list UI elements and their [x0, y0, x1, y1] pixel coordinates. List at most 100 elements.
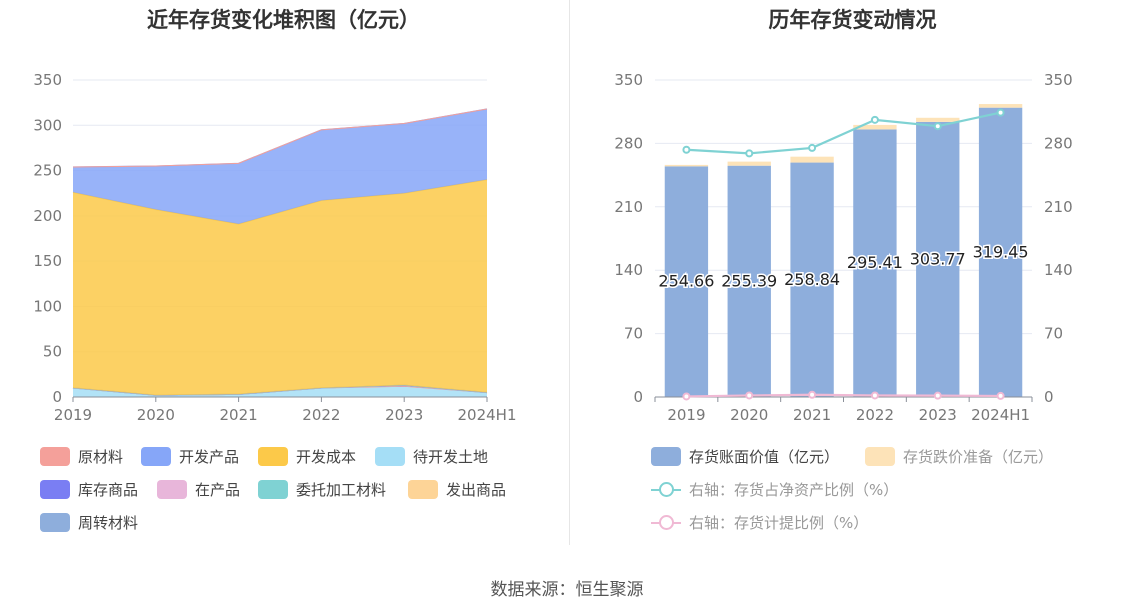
line-point [745, 149, 754, 158]
bar-data-label: 255.39 [721, 271, 777, 290]
legend-swatch [651, 447, 681, 466]
legend-label: 存货跌价准备（亿元） [903, 448, 1054, 466]
left-y-tick-label: 350 [614, 71, 643, 89]
y-tick-label: 0 [52, 388, 62, 406]
line-point [996, 108, 1005, 117]
legend-label: 右轴：存货占净资产比例（%） [689, 481, 899, 499]
bar-book-value [664, 166, 709, 397]
left-y-tick-label: 0 [633, 388, 643, 406]
bar-book-value [916, 121, 960, 398]
right-y-tick-label: 350 [1044, 71, 1073, 89]
legend-item[interactable]: 右轴：存货占净资产比例（%） [651, 479, 898, 500]
bar-impairment [664, 164, 709, 167]
inventory-bar-line-chart: 0 0 70 70 140 140 210 210 280 280 350 350 2019 2020 20… [614, 71, 1073, 424]
x-tick-label: 2024H1 [971, 406, 1030, 424]
legend-item[interactable]: 库存商品 [40, 479, 138, 500]
legend-label: 库存商品 [78, 481, 139, 499]
area-开发成本 [73, 179, 487, 396]
legend-swatch [865, 447, 895, 466]
legend-label: 存货账面价值（亿元） [689, 448, 840, 466]
x-tick-label: 2022 [856, 406, 894, 424]
x-tick-label: 2019 [667, 406, 705, 424]
bar-impairment [727, 161, 771, 166]
bar-data-label: 254.66 [658, 272, 714, 291]
bar-data-label: 258.84 [784, 270, 840, 289]
legend-item[interactable]: 原材料 [40, 446, 123, 467]
legend-item[interactable]: 右轴：存货计提比例（%） [651, 512, 868, 533]
legend-item[interactable]: 开发产品 [141, 446, 239, 467]
x-tick-label: 2023 [919, 406, 957, 424]
area-开发产品 [73, 108, 487, 225]
bar-impairment [790, 156, 834, 163]
legend-label: 原材料 [78, 448, 124, 466]
legend-label: 发出商品 [446, 481, 507, 499]
y-tick-label: 250 [33, 162, 62, 180]
left-chart-title: 近年存货变化堆积图（亿元） [147, 8, 420, 32]
legend-swatch [141, 447, 171, 466]
legend-swatch [408, 480, 438, 499]
right-chart-title: 历年存货变动情况 [768, 8, 937, 32]
left-chart-panel: 近年存货变化堆积图（亿元） 0 50 100 150 200 250 300 350 2019 2… [0, 0, 567, 545]
legend-item[interactable]: 周转材料 [40, 512, 138, 533]
bar-data-label: 295.41 [847, 253, 903, 272]
legend-item[interactable]: 在产品 [157, 479, 240, 500]
legend-swatch [40, 513, 70, 532]
x-tick-label: 2023 [385, 406, 423, 424]
legend-swatch [375, 447, 405, 466]
legend-item[interactable]: 存货跌价准备（亿元） [865, 446, 1053, 467]
y-tick-label: 100 [33, 297, 62, 315]
bar-data-label: 319.45 [973, 242, 1029, 261]
right-y-tick-label: 210 [1044, 198, 1073, 216]
line-point [933, 391, 942, 400]
left-y-tick-label: 140 [614, 261, 643, 279]
legend-item[interactable]: 存货账面价值（亿元） [651, 446, 839, 467]
stacked-area-chart: 0 50 100 150 200 250 300 350 2019 2020 2021 2022 202… [33, 71, 517, 424]
line-point [808, 143, 817, 152]
bar-book-value [853, 129, 897, 398]
legend-swatch [651, 480, 681, 499]
bar-book-value [727, 165, 771, 397]
y-tick-label: 350 [33, 71, 62, 89]
left-y-tick-label: 210 [614, 198, 643, 216]
line-point [808, 390, 817, 399]
x-tick-label: 2021 [793, 406, 831, 424]
line-右轴：存货计提比例（%） [686, 393, 1001, 398]
right-y-tick-label: 280 [1044, 134, 1073, 152]
legend-swatch [40, 480, 70, 499]
y-tick-label: 50 [43, 343, 62, 361]
y-tick-label: 200 [33, 207, 62, 225]
line-point [996, 391, 1005, 400]
legend-label: 待开发土地 [413, 448, 489, 466]
bar-impairment [978, 104, 1023, 108]
line-point [682, 145, 691, 154]
bar-impairment [853, 124, 897, 130]
panel-divider [569, 0, 570, 545]
bar-impairment [916, 117, 960, 122]
legend-item[interactable]: 委托加工材料 [258, 479, 386, 500]
legend-label: 开发产品 [179, 448, 240, 466]
legend-label: 右轴：存货计提比例（%） [689, 514, 869, 532]
right-chart-panel: 历年存货变动情况 0 0 70 70 140 140 210 210 280 280 350 350 2… [571, 0, 1134, 545]
x-tick-label: 2024H1 [458, 406, 517, 424]
left-chart-legend: 原材料 开发产品 开发成本 待开发土地库存商品 在产品 委托加工材料 发出商品周转材料 [40, 446, 560, 536]
legend-swatch [651, 513, 681, 532]
y-tick-label: 300 [33, 116, 62, 134]
line-point [933, 122, 942, 131]
area-edge-周转材料 [72, 384, 488, 396]
right-y-tick-label: 0 [1044, 388, 1054, 406]
stack-top-line [72, 108, 488, 168]
legend-swatch [40, 447, 70, 466]
line-point [870, 391, 879, 400]
line-point [870, 115, 879, 124]
x-tick-label: 2020 [137, 406, 175, 424]
y-tick-label: 150 [33, 252, 62, 270]
x-tick-label: 2019 [54, 406, 92, 424]
x-tick-label: 2020 [730, 406, 768, 424]
legend-item[interactable]: 开发成本 [258, 446, 356, 467]
legend-item[interactable]: 待开发土地 [375, 446, 488, 467]
legend-swatch [157, 480, 187, 499]
legend-swatch [258, 447, 288, 466]
bar-book-value [790, 162, 834, 397]
line-右轴：存货占净资产比例（%） [686, 111, 1001, 155]
legend-item[interactable]: 发出商品 [408, 479, 506, 500]
